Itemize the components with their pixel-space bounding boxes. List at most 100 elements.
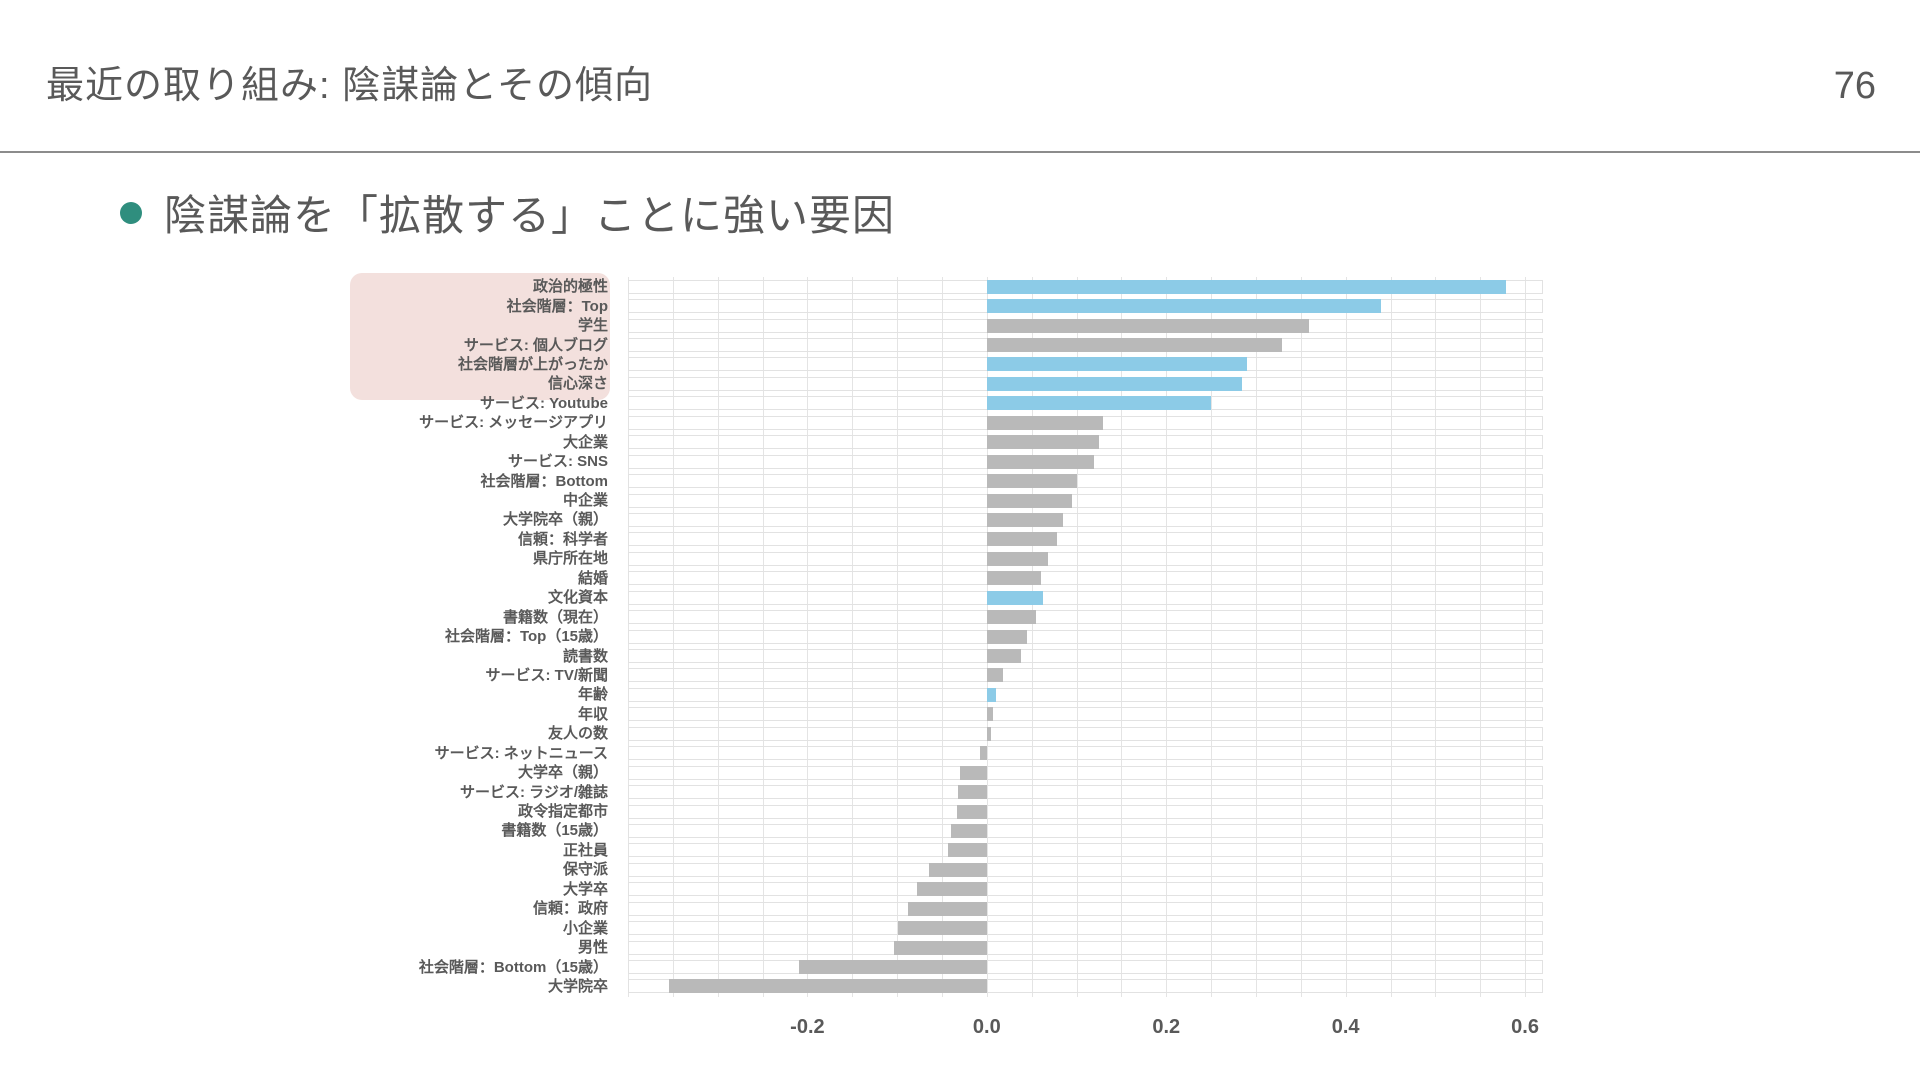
category-label: サービス: メッセージアプリ [419, 414, 608, 432]
category-label: 社会階層：Bottom [480, 472, 609, 490]
bar [987, 687, 996, 702]
chart-row: サービス: ネットニュース [340, 744, 1543, 763]
category-label: 県庁所在地 [532, 550, 608, 568]
category-label: 男性 [577, 939, 608, 957]
category-label: 政令指定都市 [517, 803, 608, 821]
bar [979, 746, 988, 761]
bar-track [628, 687, 1543, 702]
bar [987, 357, 1247, 372]
category-label: 中企業 [562, 492, 608, 510]
bar [987, 318, 1310, 333]
bar [987, 474, 1077, 489]
chart-row: 書籍数（15歳） [340, 821, 1543, 840]
bar-track [628, 629, 1543, 644]
bar-track [628, 649, 1543, 664]
bar-track [628, 571, 1543, 586]
bar [987, 299, 1381, 314]
x-axis-tick-label: 0.2 [1152, 1016, 1181, 1039]
category-label: 友人の数 [547, 725, 608, 743]
chart-row: 県庁所在地 [340, 549, 1543, 568]
bar [987, 279, 1507, 294]
x-axis: -0.2 0.0 0.2 0.4 0.6 [628, 996, 1543, 1046]
chart-row: 社会階層：Bottom [340, 471, 1543, 490]
chart-row: サービス: Youtube [340, 394, 1543, 413]
category-label: 社会階層が上がったか [457, 355, 608, 373]
bar-track [628, 610, 1543, 625]
bar-track [628, 960, 1543, 975]
bar [987, 726, 991, 741]
chart-row: 文化資本 [340, 588, 1543, 607]
category-label: サービス: ネットニュース [434, 744, 608, 762]
bar [908, 901, 988, 916]
chart-row: 男性 [340, 938, 1543, 957]
bar-track [628, 435, 1543, 450]
title-divider [0, 151, 1920, 153]
bar-track [628, 415, 1543, 430]
bar-track [628, 765, 1543, 780]
page-number: 76 [1833, 65, 1876, 107]
category-label: サービス: TV/新聞 [485, 666, 609, 684]
chart-row: 信心深さ [340, 374, 1543, 393]
category-label: サービス: SNS [507, 453, 608, 471]
bar-track [628, 979, 1543, 994]
category-label: サービス: ラジオ/雑誌 [459, 783, 608, 801]
chart-row: 年齢 [340, 685, 1543, 704]
bar [987, 668, 1004, 683]
bar [987, 454, 1095, 469]
chart-row: 政令指定都市 [340, 802, 1543, 821]
category-label: 大学卒 [562, 880, 608, 898]
category-label: 信心深さ [547, 375, 608, 393]
chart-row: 学生 [340, 316, 1543, 335]
bar [960, 765, 988, 780]
chart-row: サービス: SNS [340, 452, 1543, 471]
category-label: サービス: Youtube [479, 394, 608, 412]
bar-track [628, 921, 1543, 936]
bar [987, 571, 1041, 586]
chart-row: 大学院卒 [340, 977, 1543, 996]
page-title: 最近の取り組み: 陰謀論とその傾向 [46, 65, 653, 107]
chart-row: サービス: ラジオ/雑誌 [340, 782, 1543, 801]
bar [947, 843, 988, 858]
chart-row: 信頼：政府 [340, 899, 1543, 918]
category-label: 文化資本 [547, 589, 608, 607]
bar-track [628, 493, 1543, 508]
chart-row: 信頼：科学者 [340, 530, 1543, 549]
bar [987, 493, 1073, 508]
bullet-icon [120, 201, 142, 224]
chart-row: 中企業 [340, 491, 1543, 510]
chart-rows: 政治的極性 社会階層：Top 学生 サービス: 個人ブログ 社会階層が上がったか 信心深さ… [340, 277, 1543, 996]
bar-track [628, 843, 1543, 858]
chart-row: 大学院卒（親） [340, 510, 1543, 529]
bar-track [628, 396, 1543, 411]
bullet-text: 陰謀論を「拡散する」ことに強い要因 [164, 192, 896, 239]
conspiracy-factors-bar-chart: 政治的極性 社会階層：Top 学生 サービス: 個人ブログ 社会階層が上がったか 信心深さ… [340, 273, 1545, 1046]
bar [987, 396, 1211, 411]
bar [987, 512, 1064, 527]
x-axis-tick-label: 0.0 [972, 1016, 1001, 1039]
bar-track [628, 376, 1543, 391]
bar [917, 882, 988, 897]
bar-track [628, 707, 1543, 722]
chart-row: 書籍数（現在） [340, 607, 1543, 626]
category-label: 年齢 [577, 686, 608, 704]
category-label: 結婚 [577, 569, 608, 587]
category-label: 政治的極性 [532, 278, 608, 296]
bar-track [628, 299, 1543, 314]
category-label: 正社員 [562, 841, 608, 859]
chart-row: 正社員 [340, 841, 1543, 860]
bar-track [628, 454, 1543, 469]
x-axis-tick-label: 0.6 [1511, 1016, 1539, 1039]
chart-row: 年収 [340, 705, 1543, 724]
chart-row: 読書数 [340, 646, 1543, 665]
bar [951, 823, 988, 838]
chart-row: 保守派 [340, 860, 1543, 879]
chart-row: 社会階層：Top [340, 296, 1543, 315]
chart-row: 政治的極性 [340, 277, 1543, 296]
slide-header: 最近の取り組み: 陰謀論とその傾向 76 [0, 54, 1920, 109]
bar [987, 435, 1099, 450]
bar [987, 415, 1104, 430]
bar-track [628, 668, 1543, 683]
bar [987, 629, 1028, 644]
bar [987, 376, 1243, 391]
x-axis-tick-label: 0.4 [1331, 1016, 1360, 1039]
